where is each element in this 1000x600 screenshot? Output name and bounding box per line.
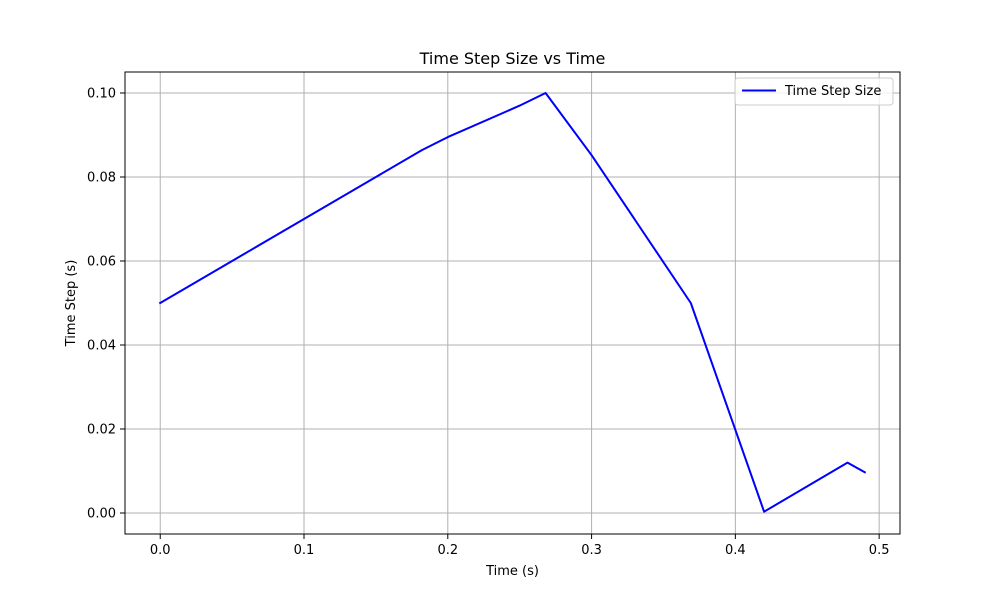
x-tick-label: 0.2 [437, 543, 458, 558]
grid-lines [125, 72, 900, 534]
y-tick-label: 0.06 [87, 255, 116, 270]
chart-title: Time Step Size vs Time [419, 49, 606, 68]
y-tick-label: 0.00 [87, 507, 116, 522]
x-axis-label: Time (s) [485, 564, 539, 579]
plot-series [158, 92, 867, 513]
y-tick-label: 0.10 [87, 87, 116, 102]
legend: Time Step Size [734, 77, 894, 106]
y-tick-label: 0.04 [87, 339, 116, 354]
x-axis-ticks: 0.0 0.1 0.2 0.3 0.4 0.5 [150, 534, 890, 558]
series-line-time-step-size [158, 92, 867, 513]
y-tick-label: 0.08 [87, 171, 116, 186]
plot-frame [124, 71, 901, 535]
y-tick-label: 0.02 [87, 423, 116, 438]
x-tick-label: 0.4 [725, 543, 746, 558]
x-tick-label: 0.3 [581, 543, 602, 558]
y-axis-label: Time Step (s) [64, 260, 79, 348]
y-axis-ticks: 0.00 0.02 0.04 0.06 0.08 0.10 [87, 87, 125, 522]
x-tick-label: 0.1 [294, 543, 315, 558]
legend-box [734, 77, 894, 106]
legend-label: Time Step Size [784, 84, 881, 99]
x-tick-label: 0.5 [869, 543, 890, 558]
x-tick-label: 0.0 [150, 543, 171, 558]
